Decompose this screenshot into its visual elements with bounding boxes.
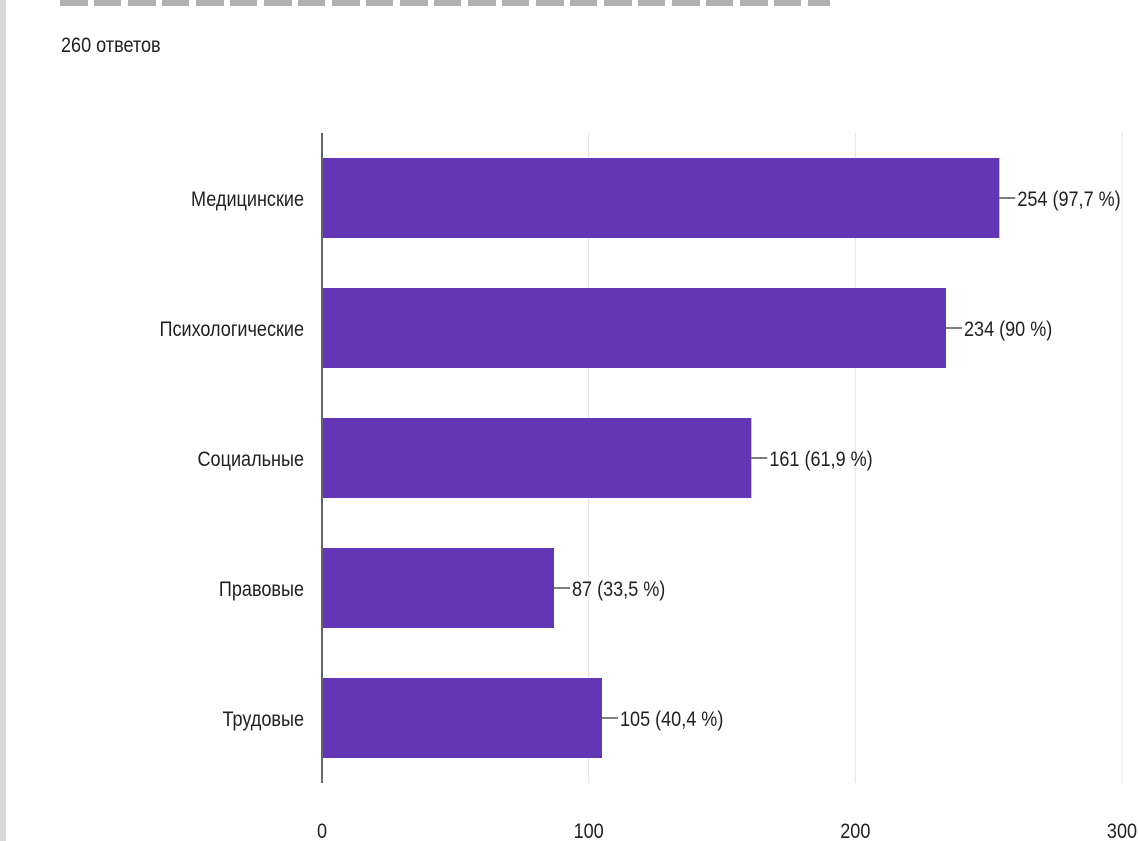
value-label: 161 (61,9 %) [769,448,872,472]
category-label: Социальные [198,448,305,472]
category-label: Трудовые [223,708,305,732]
bar [323,418,752,498]
value-label: 87 (33,5 %) [572,578,665,602]
value-label: 234 (90 %) [964,318,1052,342]
bar [323,548,554,628]
category-label: Правовые [219,578,304,602]
x-tick-label: 0 [317,820,327,841]
x-tick-label: 300 [1107,820,1137,841]
left-edge-strip [0,0,6,841]
question-title-cut-off [60,0,830,8]
x-tick-label: 200 [840,820,870,841]
responses-count: 260 ответов [61,34,161,57]
bar [323,678,602,758]
value-label: 105 (40,4 %) [620,708,723,732]
category-label: Психологические [160,318,305,342]
x-tick-label: 100 [574,820,604,841]
value-label: 254 (97,7 %) [1017,188,1120,212]
bar [323,158,1000,238]
bar [323,288,946,368]
category-label: Медицинские [191,188,304,212]
